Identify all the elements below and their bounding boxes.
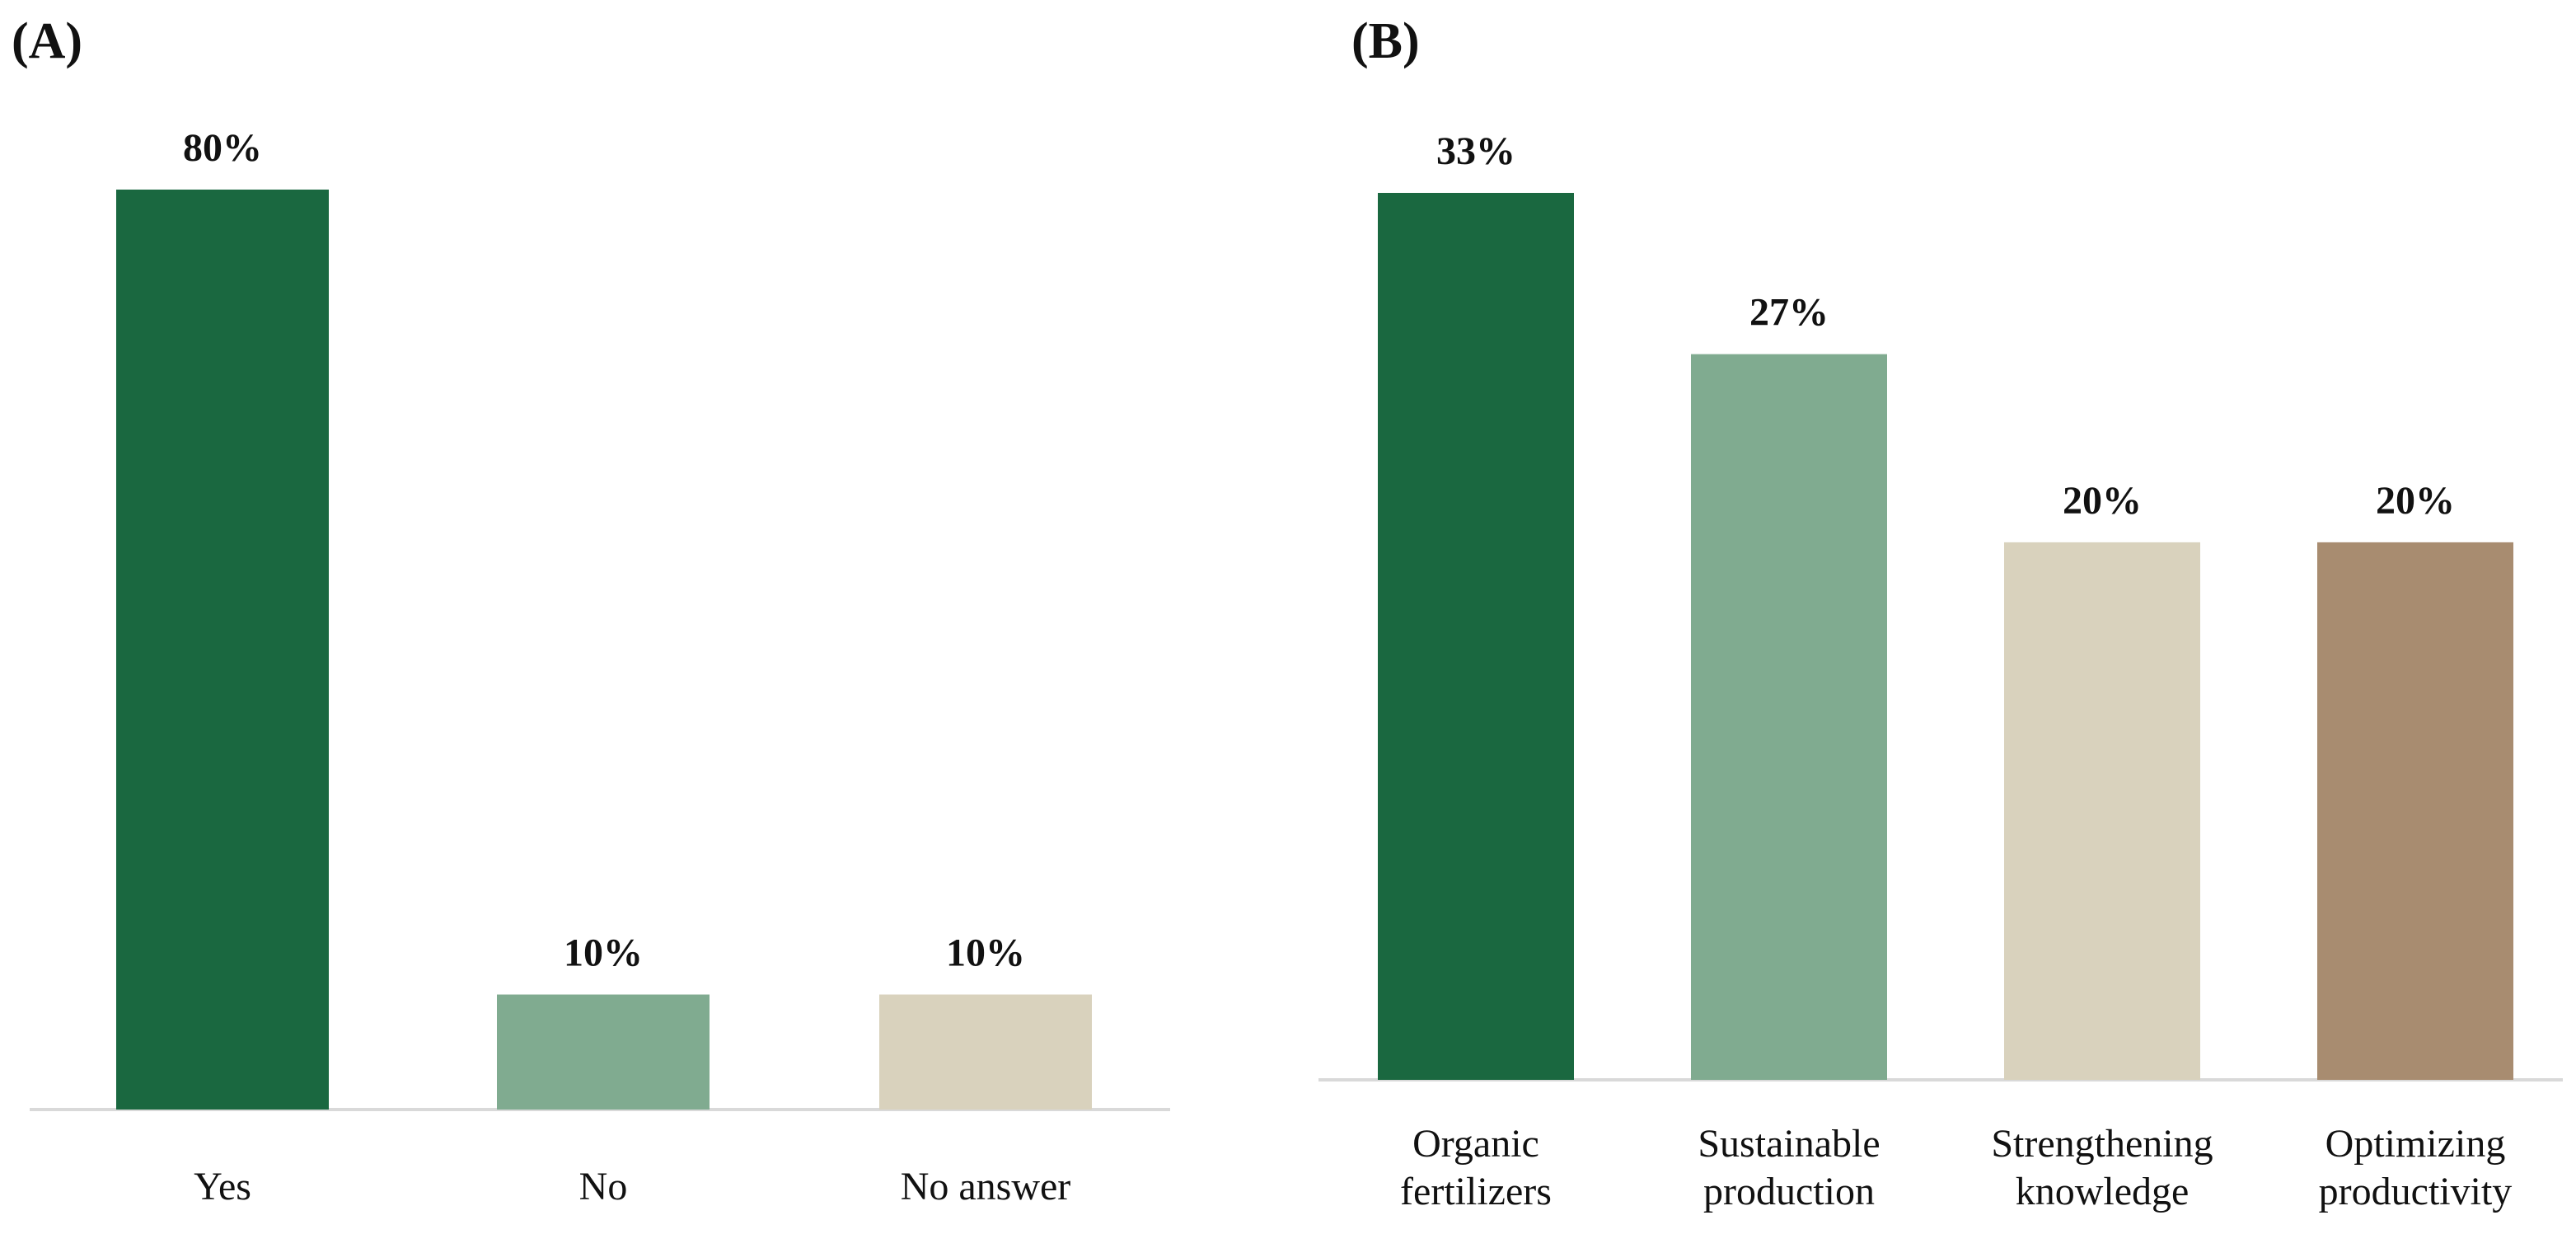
panel-a-value-label-1: 10% [564, 931, 643, 975]
panel-b-tick-labels: Organic fertilizers Sustainable production S… [1400, 1122, 2512, 1213]
panel-a-tick-label-2: No answer [901, 1165, 1071, 1208]
panel-a-tick-labels: Yes No No answer [194, 1165, 1070, 1208]
panel-b-value-labels: 33% 27% 20% 20% [1436, 129, 2455, 523]
panel-a-bar-0 [116, 190, 329, 1110]
panel-b-tick-label-1: Sustainable production [1698, 1122, 1880, 1213]
panel-b-tick-label-2: Strengthening knowledge [1991, 1122, 2213, 1213]
panel-a-tick-label-1: No [579, 1165, 628, 1208]
panel-b-tick-label-3: Optimizing productivity [2319, 1122, 2513, 1213]
panel-b-value-label-1: 27% [1749, 291, 1829, 335]
panel-b-value-label-2: 20% [2063, 479, 2142, 523]
panel-a-bar-1 [497, 994, 710, 1110]
panel-a-value-label-0: 80% [183, 126, 262, 170]
panel-b-bar-0 [1378, 193, 1574, 1080]
panel-b-value-label-3: 20% [2376, 479, 2455, 523]
chart-panel-b: (B) 33% 27% 20% 20% Organic fertilizers Susta… [1318, 13, 2563, 1213]
panel-b-tick-label-0: Organic fertilizers [1400, 1122, 1552, 1213]
panel-a-tick-label-0: Yes [194, 1165, 251, 1208]
panel-b-bar-3 [2317, 542, 2513, 1080]
panel-a-value-labels: 80% 10% 10% [183, 126, 1025, 975]
panel-a-value-label-2: 10% [946, 931, 1025, 975]
panel-a-bars [116, 190, 1092, 1110]
panel-b-bar-1 [1691, 354, 1887, 1080]
panel-a-label: (A) [12, 13, 82, 69]
panel-b-value-label-0: 33% [1436, 129, 1515, 173]
panel-b-label: (B) [1351, 13, 1420, 69]
panel-a-bar-2 [879, 994, 1092, 1110]
panel-b-bars [1378, 193, 2513, 1080]
panel-b-bar-2 [2004, 542, 2200, 1080]
chart-panel-a: (A) 80% 10% 10% Yes No No answer [12, 13, 1170, 1208]
